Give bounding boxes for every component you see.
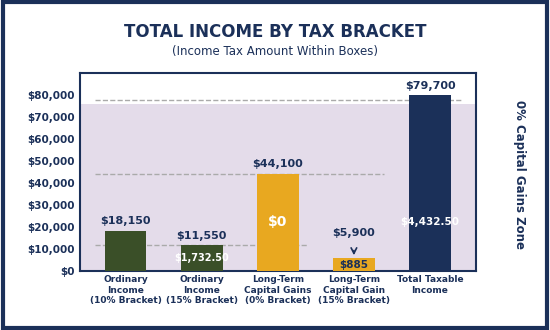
Text: $4,432.50: $4,432.50 <box>400 216 460 226</box>
Bar <box>333 258 375 271</box>
Text: $44,100: $44,100 <box>252 159 303 169</box>
Text: $5,900: $5,900 <box>333 228 375 238</box>
Text: TOTAL INCOME BY TAX BRACKET: TOTAL INCOME BY TAX BRACKET <box>124 23 426 41</box>
Text: $1,732.50: $1,732.50 <box>174 253 229 263</box>
Bar <box>409 95 451 271</box>
Text: $18,150: $18,150 <box>100 216 151 226</box>
Text: $79,700: $79,700 <box>405 81 455 91</box>
Bar <box>104 231 146 271</box>
Text: 0% Capital Gains Zone: 0% Capital Gains Zone <box>513 100 526 249</box>
Text: $0: $0 <box>268 215 288 229</box>
Bar <box>257 174 299 271</box>
Bar <box>180 245 223 271</box>
Text: (Income Tax Amount Within Boxes): (Income Tax Amount Within Boxes) <box>172 45 378 57</box>
Bar <box>80 105 476 271</box>
Text: $885: $885 <box>339 260 369 270</box>
Text: $11,550: $11,550 <box>177 231 227 241</box>
